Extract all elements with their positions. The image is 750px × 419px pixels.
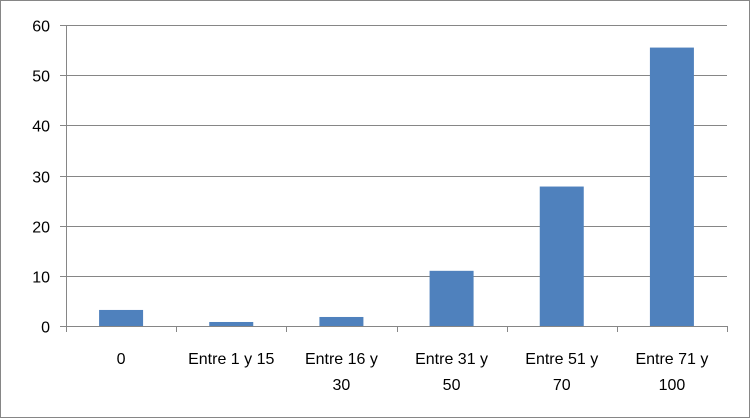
bar [319,316,364,326]
y-tick-label: 40 [32,119,50,136]
y-tick-labels: 0 10 20 30 40 50 60 [32,19,50,337]
y-tick-label: 60 [32,19,50,36]
bar [649,47,694,326]
bar [99,309,144,326]
x-tick-label: Entre 71 y 100 [635,351,708,394]
bars [99,47,694,326]
bar [429,270,474,326]
y-tick-label: 20 [32,220,50,237]
x-tick-labels: 0 Entre 1 y 15 Entre 16 y 30 Entre 31 y 50 Ent… [117,351,709,394]
bar [209,321,254,326]
x-tick-label: Entre 31 y 50 [415,351,488,394]
x-tick-label: Entre 51 y 70 [525,351,598,394]
y-tick-label: 30 [32,170,50,187]
bar [539,186,584,326]
y-tick-label: 10 [32,270,50,287]
y-tick-label: 0 [41,320,50,337]
x-tick-label: 0 [117,351,126,368]
gridlines [66,25,727,277]
axes [60,25,728,332]
x-tick-label: Entre 16 y 30 [305,351,378,394]
y-tick-label: 50 [32,69,50,86]
x-tick-label: Entre 1 y 15 [188,351,274,368]
